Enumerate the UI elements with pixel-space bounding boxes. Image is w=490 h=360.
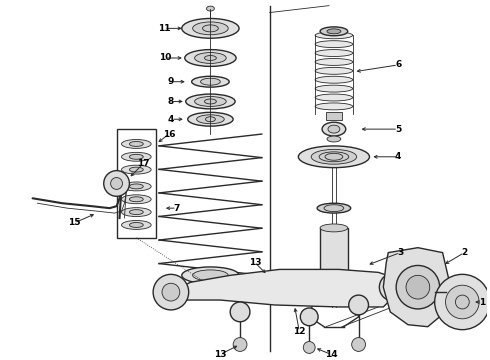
Circle shape xyxy=(406,275,430,299)
Ellipse shape xyxy=(193,270,228,281)
Ellipse shape xyxy=(129,167,143,172)
Circle shape xyxy=(387,281,399,293)
Ellipse shape xyxy=(315,103,353,110)
Ellipse shape xyxy=(204,99,217,104)
Ellipse shape xyxy=(122,221,151,229)
Ellipse shape xyxy=(327,136,341,142)
Ellipse shape xyxy=(328,125,340,133)
Ellipse shape xyxy=(188,112,233,126)
Polygon shape xyxy=(169,269,398,307)
Ellipse shape xyxy=(182,18,239,38)
Text: 13: 13 xyxy=(214,350,226,359)
Circle shape xyxy=(111,177,122,189)
Ellipse shape xyxy=(129,154,143,159)
Ellipse shape xyxy=(298,146,369,168)
Ellipse shape xyxy=(327,29,341,34)
Polygon shape xyxy=(383,248,449,327)
Ellipse shape xyxy=(192,76,229,87)
Ellipse shape xyxy=(186,94,235,109)
Ellipse shape xyxy=(204,55,217,60)
Text: 15: 15 xyxy=(68,219,80,228)
Ellipse shape xyxy=(129,141,143,147)
Ellipse shape xyxy=(315,85,353,92)
Ellipse shape xyxy=(182,267,239,284)
Ellipse shape xyxy=(122,152,151,161)
Ellipse shape xyxy=(129,222,143,228)
Ellipse shape xyxy=(129,210,143,215)
Circle shape xyxy=(233,338,247,351)
Ellipse shape xyxy=(185,50,236,66)
Ellipse shape xyxy=(320,224,348,232)
Text: 4: 4 xyxy=(168,115,174,124)
Ellipse shape xyxy=(315,67,353,74)
Ellipse shape xyxy=(205,117,216,122)
Ellipse shape xyxy=(129,184,143,189)
Ellipse shape xyxy=(311,149,357,164)
Text: 7: 7 xyxy=(173,204,180,213)
Bar xyxy=(326,112,342,120)
Circle shape xyxy=(104,171,129,196)
Circle shape xyxy=(153,274,189,310)
Ellipse shape xyxy=(315,32,353,39)
Text: 3: 3 xyxy=(397,248,403,257)
Circle shape xyxy=(352,338,366,351)
Text: 16: 16 xyxy=(163,130,175,139)
Bar xyxy=(320,228,348,292)
Ellipse shape xyxy=(122,182,151,191)
Ellipse shape xyxy=(129,197,143,202)
Ellipse shape xyxy=(320,27,348,36)
Circle shape xyxy=(379,273,407,301)
Text: 11: 11 xyxy=(158,24,170,33)
Ellipse shape xyxy=(193,22,228,35)
Circle shape xyxy=(445,285,479,319)
Ellipse shape xyxy=(320,288,348,296)
Ellipse shape xyxy=(315,76,353,83)
Ellipse shape xyxy=(324,205,344,212)
Ellipse shape xyxy=(315,41,353,48)
Text: 13: 13 xyxy=(248,258,261,267)
Ellipse shape xyxy=(315,58,353,66)
Ellipse shape xyxy=(206,6,214,11)
Text: 2: 2 xyxy=(461,248,467,257)
Circle shape xyxy=(300,308,318,326)
Circle shape xyxy=(435,274,490,330)
Text: 10: 10 xyxy=(159,54,171,63)
Text: 8: 8 xyxy=(168,97,174,106)
Ellipse shape xyxy=(195,53,226,63)
Ellipse shape xyxy=(317,203,351,213)
Text: 14: 14 xyxy=(325,350,337,359)
Bar xyxy=(117,129,156,238)
Ellipse shape xyxy=(122,165,151,174)
Circle shape xyxy=(349,295,368,315)
Text: 6: 6 xyxy=(395,60,401,69)
Ellipse shape xyxy=(315,50,353,57)
Text: 1: 1 xyxy=(479,297,485,306)
Circle shape xyxy=(303,342,315,354)
Text: 12: 12 xyxy=(293,327,306,336)
Circle shape xyxy=(230,302,250,322)
Text: 9: 9 xyxy=(168,77,174,86)
Text: 4: 4 xyxy=(395,152,401,161)
Ellipse shape xyxy=(322,122,346,136)
Circle shape xyxy=(455,295,469,309)
Ellipse shape xyxy=(202,25,219,32)
Ellipse shape xyxy=(196,115,224,124)
Ellipse shape xyxy=(122,139,151,148)
Ellipse shape xyxy=(122,195,151,204)
Ellipse shape xyxy=(325,153,343,160)
Ellipse shape xyxy=(315,94,353,101)
Ellipse shape xyxy=(195,96,226,107)
Circle shape xyxy=(396,265,440,309)
Text: 17: 17 xyxy=(137,159,149,168)
Circle shape xyxy=(162,283,180,301)
Ellipse shape xyxy=(200,78,220,85)
Text: 5: 5 xyxy=(395,125,401,134)
Ellipse shape xyxy=(122,208,151,217)
